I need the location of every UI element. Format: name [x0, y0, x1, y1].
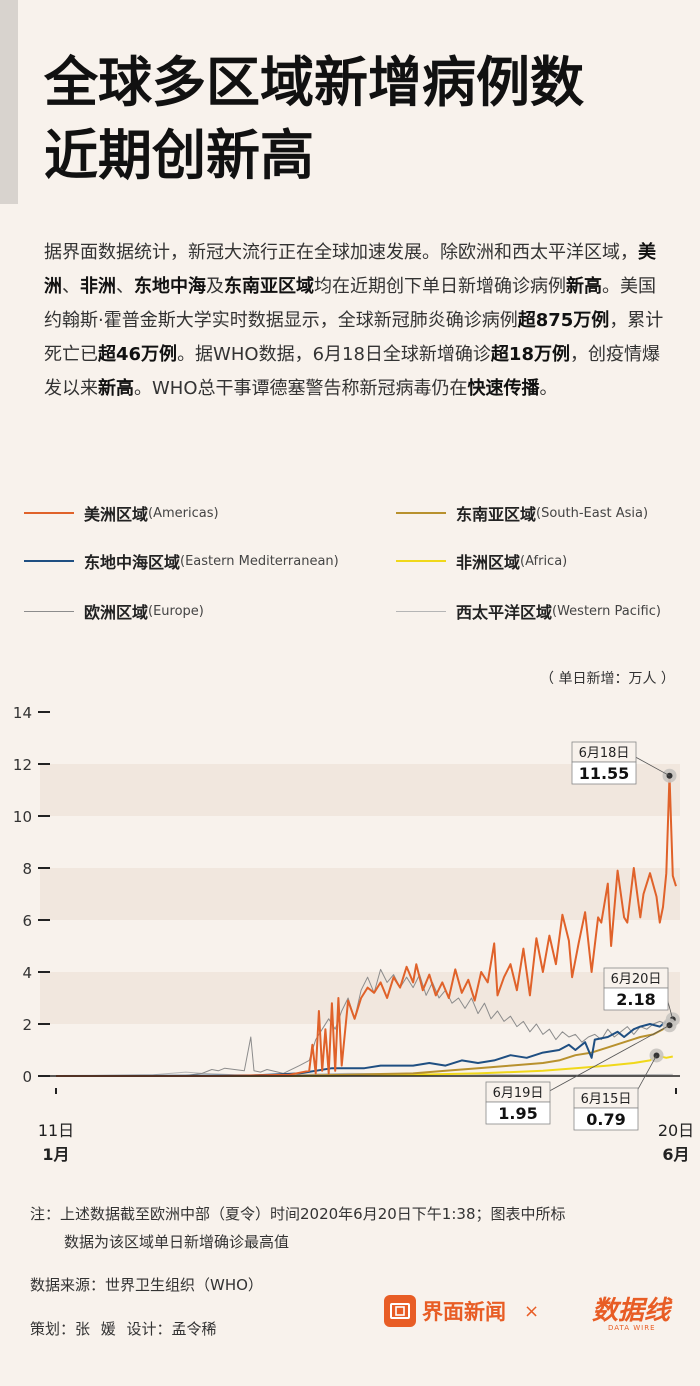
y-tick-label: 2: [22, 1016, 32, 1034]
legend-label: 西太平洋区域: [456, 603, 553, 622]
data-wire-logo: 数据线: [592, 1296, 671, 1326]
legend-swatch: [24, 560, 74, 562]
note-line-1: 注：上述数据截至欧洲中部（夏令）时间2020年6月20日下午1:38；图表中所标: [30, 1205, 566, 1223]
intro-bold: 超875万例: [517, 310, 610, 331]
legend-label: 东南亚区域: [456, 505, 537, 524]
annotation-point: [666, 772, 673, 779]
note-line-2: 数据为该区域单日新增确诊最高值: [64, 1233, 290, 1251]
y-tick-label: 4: [22, 964, 32, 982]
annotation-value-box: [571, 761, 637, 785]
annotation-value-label: 1.95: [498, 1104, 537, 1123]
intro-text: 。: [539, 378, 558, 399]
grid-band: [40, 868, 680, 920]
legend-swatch: [396, 512, 446, 514]
legend-item-africa: 非洲区域 (Africa): [396, 546, 567, 576]
y-tick-label: 6: [22, 912, 32, 930]
legend-item-americas: 美洲区域 (Americas): [24, 498, 219, 528]
intro-text: ，创疫情爆发以来: [44, 344, 660, 399]
intro-bold: 东地中海: [134, 276, 206, 297]
legend-label-en: (Eastern Mediterranean): [180, 553, 339, 569]
intro-text: 据界面数据统计，新冠大流行正在全球加速发展。除欧洲和西太平洋区域，: [44, 242, 638, 263]
x-tick-label-start-month: 1月: [42, 1145, 69, 1164]
chart-legend: 美洲区域 (Americas) 东南亚区域 (South-East Asia) 东地…: [24, 498, 684, 628]
intro-text: 、: [116, 276, 134, 297]
annotation-point: [653, 1052, 660, 1059]
y-tick-label: 8: [22, 860, 32, 878]
legend-label-en: (Europe): [148, 603, 204, 619]
intro-bold: 东南亚区域: [224, 276, 314, 297]
title-line-1: 全球多区域新增病例数: [44, 51, 584, 114]
series-line-2: [55, 1018, 674, 1077]
series-line-0: [56, 774, 677, 1077]
annotation-leader: [543, 1024, 670, 1095]
intro-bold: 新高: [566, 276, 602, 297]
jiemian-logo-icon: [384, 1295, 416, 1327]
legend-label-en: (South-East Asia): [536, 505, 649, 521]
intro-bold: 新高: [98, 378, 134, 399]
data-wire-logo-sub: DATA WIRE: [608, 1324, 656, 1332]
intro-text: 均在近期创下单日新增确诊病例: [314, 276, 566, 297]
annotation-date-label: 6月20日: [611, 972, 662, 987]
annotation-date-label: 6月15日: [581, 1092, 632, 1107]
brand-jiemian: 界面新闻 ×: [384, 1293, 539, 1329]
intro-bold: 非洲: [80, 276, 116, 297]
intro-bold: 超46万例: [98, 344, 178, 365]
y-tick-label: 14: [13, 704, 32, 722]
x-tick-label-start-day: 11日: [38, 1121, 74, 1140]
chart-unit-note: （ 单日新增：万人 ）: [540, 671, 675, 687]
legend-label: 非洲区域: [456, 553, 521, 572]
legend-item-europe: 欧洲区域 (Europe): [24, 596, 204, 626]
x-tick-label-end-month: 6月: [662, 1145, 689, 1164]
legend-label: 东地中海区域: [84, 553, 181, 572]
intro-paragraph: 据界面数据统计，新冠大流行正在全球加速发展。除欧洲和西太平洋区域，美洲、非洲、东…: [44, 236, 664, 406]
legend-item-eastern-mediterranean: 东地中海区域 (Eastern Mediterranean): [24, 546, 339, 576]
annotation-value-box: [573, 1107, 639, 1131]
legend-label-en: (Western Pacific): [552, 603, 661, 619]
legend-swatch: [24, 610, 74, 612]
annotation-leader: [629, 753, 670, 777]
intro-bold: 快速传播: [467, 378, 540, 399]
intro-text: 。据WHO数据，6月18日全球新增确诊: [177, 344, 491, 365]
annotation-value-label: 2.18: [616, 990, 655, 1009]
credits: 策划：张 媛 设计：孟令稀: [30, 1320, 217, 1338]
y-tick-label: 0: [22, 1068, 32, 1086]
legend-swatch: [396, 610, 446, 612]
grid-band: [40, 972, 680, 1024]
intro-text: 。美国约翰斯·霍普金斯大学实时数据显示，全球新冠肺炎确诊病例: [44, 276, 656, 331]
data-source: 数据来源：世界卫生组织（WHO）: [30, 1276, 263, 1294]
intro-bold: 美洲: [44, 242, 656, 297]
page-title: 全球多区域新增病例数 近期创新高: [44, 46, 694, 192]
intro-text: 、: [62, 276, 80, 297]
chart-notes: 注：上述数据截至欧洲中部（夏令）时间2020年6月20日下午1:38；图表中所标…: [30, 1200, 670, 1256]
annotation-value-label: 11.55: [579, 764, 630, 783]
y-tick-label: 10: [13, 808, 32, 826]
legend-label: 美洲区域: [84, 505, 149, 524]
annotation-value-box: [603, 987, 669, 1011]
legend-item-western-pacific: 西太平洋区域 (Western Pacific): [396, 596, 661, 626]
legend-label: 欧洲区域: [84, 603, 149, 622]
annotation-value-box: [485, 1101, 551, 1125]
y-tick-label: 12: [13, 756, 32, 774]
title-accent-bar: [0, 0, 18, 204]
annotation-date-label: 6月19日: [493, 1086, 544, 1101]
brand-name: 界面新闻: [422, 1300, 506, 1324]
annotation-date-label: 6月18日: [579, 746, 630, 761]
legend-label-en: (Africa): [520, 553, 568, 569]
intro-bold: 超18万例: [490, 344, 570, 365]
legend-item-south-east-asia: 东南亚区域 (South-East Asia): [396, 498, 648, 528]
legend-label-en: (Americas): [148, 505, 219, 521]
brand-separator: ×: [524, 1300, 540, 1322]
intro-text: ，累计死亡已: [44, 310, 664, 365]
legend-swatch: [396, 560, 446, 562]
x-tick-label-end-day: 20日: [658, 1121, 694, 1140]
cases-line-chart: 0 2 4 6 8 10 12 14 11日 1月 20日 6月 6月18日 11.55 6月20日 2.18…: [13, 704, 694, 1164]
series-line-4: [56, 1054, 673, 1077]
title-line-2: 近期创新高: [44, 124, 314, 187]
intro-text: 及: [206, 276, 224, 297]
legend-swatch: [24, 512, 74, 514]
annotation-value-label: 0.79: [586, 1110, 625, 1129]
intro-text: 。WHO总干事谭德塞警告称新冠病毒仍在: [134, 378, 468, 399]
